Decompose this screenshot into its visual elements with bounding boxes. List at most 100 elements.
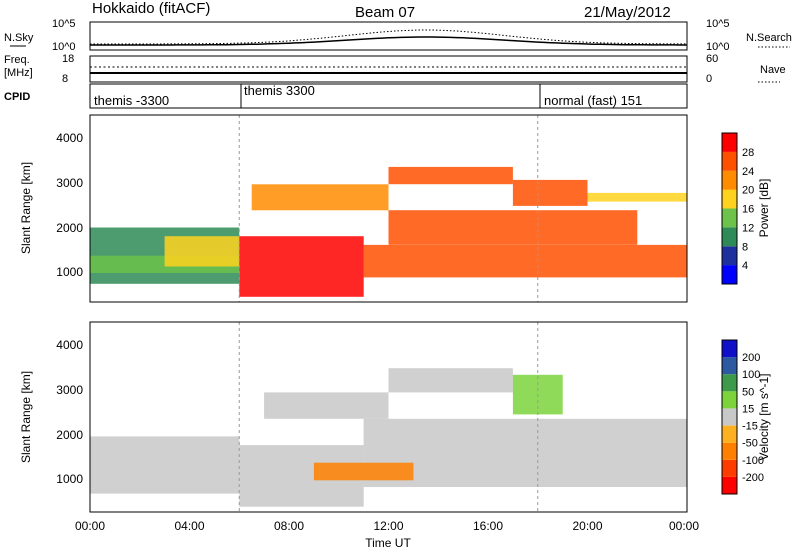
velocity-region-2 bbox=[363, 418, 687, 487]
velocity-y-tick-1000: 1000 bbox=[56, 472, 83, 486]
power-region-9 bbox=[587, 192, 687, 202]
velocity-colorbar-swatch-5 bbox=[722, 391, 737, 409]
velocity-colorbar-tick-1: 100 bbox=[742, 369, 760, 381]
x-tick-2000: 20:00 bbox=[572, 519, 602, 533]
nsky-tick-top: 10^5 bbox=[52, 18, 76, 30]
power-colorbar-swatch-2 bbox=[722, 227, 737, 247]
nsky-series-line bbox=[90, 36, 687, 46]
velocity-region-3 bbox=[264, 392, 389, 419]
freq-strip-frame bbox=[89, 55, 688, 83]
x-tick-0000: 00:00 bbox=[75, 519, 105, 533]
nsky-series-layer bbox=[90, 29, 687, 46]
velocity-colorbar-label: Velocity [m s^-1] bbox=[757, 374, 771, 461]
power-panel-frame bbox=[89, 114, 688, 303]
power-colorbar-swatch-3 bbox=[722, 208, 737, 228]
velocity-colorbar-swatch-7 bbox=[722, 357, 737, 375]
velocity-y-axis-label: Slant Range [km] bbox=[19, 371, 33, 463]
velocity-colorbar-tick-7: -200 bbox=[742, 472, 764, 484]
power-y-axis: 1000 2000 3000 4000 bbox=[56, 131, 83, 279]
power-colorbar-swatch-4 bbox=[722, 189, 737, 209]
x-tick-0400: 04:00 bbox=[174, 519, 204, 533]
power-colorbar-tick-6: 4 bbox=[742, 260, 748, 272]
velocity-colorbar-frame bbox=[721, 339, 738, 495]
power-region-3 bbox=[239, 236, 364, 297]
velocity-colorbar-swatch-6 bbox=[722, 374, 737, 392]
power-region-5 bbox=[388, 210, 638, 245]
velocity-colorbar-tick-4: -15 bbox=[742, 421, 758, 433]
power-colorbar-tick-5: 8 bbox=[742, 241, 748, 253]
power-y-tick-2000: 2000 bbox=[56, 221, 83, 235]
freq-label: Freq. bbox=[4, 54, 30, 66]
nsearch-tick-top: 10^5 bbox=[706, 18, 730, 30]
cpid-segment-2: themis 3300 bbox=[244, 83, 315, 98]
freq-tick-bottom: 8 bbox=[62, 73, 68, 85]
velocity-colorbar-tick-0: 200 bbox=[742, 352, 760, 364]
power-colorbar-tick-2: 20 bbox=[742, 185, 754, 197]
power-colorbar-tick-0: 28 bbox=[742, 147, 754, 159]
nsky-tick-bottom: 10^0 bbox=[52, 41, 76, 53]
cpid-label: CPID bbox=[4, 91, 30, 103]
x-tick-1200: 12:00 bbox=[373, 519, 403, 533]
velocity-y-tick-4000: 4000 bbox=[56, 338, 83, 352]
velocity-colorbar: 200 100 50 15 -15 -50 -100 -200 bbox=[721, 339, 764, 495]
velocity-colorbar-swatch-3 bbox=[722, 425, 737, 443]
nave-tick-bottom: 0 bbox=[706, 73, 712, 85]
velocity-colorbar-tick-5: -50 bbox=[742, 438, 758, 450]
nsky-label: N.Sky bbox=[4, 32, 34, 44]
velocity-colorbar-swatch-1 bbox=[722, 459, 737, 477]
velocity-colorbar-swatch-2 bbox=[722, 442, 737, 460]
station-title: Hokkaido (fitACF) bbox=[92, 0, 210, 17]
nsearch-tick-bottom: 10^0 bbox=[706, 41, 730, 53]
velocity-y-tick-2000: 2000 bbox=[56, 428, 83, 442]
power-colorbar-swatch-7 bbox=[722, 133, 737, 152]
power-region-7 bbox=[388, 166, 513, 185]
cpid-strip-frame bbox=[89, 83, 688, 109]
velocity-colorbar-tick-2: 50 bbox=[742, 386, 754, 398]
freq-tick-top: 18 bbox=[62, 53, 74, 65]
velocity-colorbar-tick-3: 15 bbox=[742, 403, 754, 415]
power-colorbar-tick-4: 12 bbox=[742, 222, 754, 234]
nsearch-series-line bbox=[90, 29, 687, 45]
velocity-panel-frame bbox=[89, 321, 688, 513]
power-colorbar-frame bbox=[721, 132, 738, 285]
power-colorbar-swatch-5 bbox=[722, 170, 737, 190]
cpid-segment-3: normal (fast) 151 bbox=[544, 93, 642, 108]
x-tick-0800: 08:00 bbox=[274, 519, 304, 533]
velocity-region-0 bbox=[90, 436, 240, 494]
velocity-colorbar-swatch-4 bbox=[722, 408, 737, 426]
nave-label: Nave bbox=[760, 64, 786, 76]
velocity-colorbar-swatch-0 bbox=[722, 476, 737, 494]
power-colorbar-tick-1: 24 bbox=[742, 166, 754, 178]
velocity-region-4 bbox=[388, 368, 513, 393]
power-colorbar-swatch-6 bbox=[722, 151, 737, 171]
velocity-colorbar-swatch-8 bbox=[722, 340, 737, 358]
power-region-6 bbox=[251, 184, 389, 211]
power-colorbar-tick-3: 16 bbox=[742, 204, 754, 216]
cpid-segment-1: themis -3300 bbox=[94, 93, 169, 108]
power-colorbar: 28 24 20 16 12 8 4 bbox=[721, 132, 754, 285]
power-region-8 bbox=[512, 179, 588, 206]
power-heatmap bbox=[90, 115, 687, 302]
velocity-heatmap bbox=[90, 322, 687, 512]
x-tick-2400: 00:00 bbox=[669, 519, 699, 533]
power-colorbar-swatch-0 bbox=[722, 265, 737, 284]
power-region-2 bbox=[164, 236, 240, 267]
nave-tick-top: 60 bbox=[706, 53, 718, 65]
power-y-tick-1000: 1000 bbox=[56, 265, 83, 279]
power-y-tick-3000: 3000 bbox=[56, 176, 83, 190]
velocity-colorbar-tick-6: -100 bbox=[742, 455, 764, 467]
power-colorbar-swatch-1 bbox=[722, 246, 737, 266]
velocity-region-6 bbox=[313, 462, 414, 481]
power-y-axis-label: Slant Range [km] bbox=[19, 162, 33, 254]
x-axis-label: Time UT bbox=[365, 536, 411, 550]
beam-title: Beam 07 bbox=[355, 4, 415, 21]
date-title: 21/May/2012 bbox=[584, 4, 671, 21]
time-x-axis: 00:00 04:00 08:00 12:00 16:00 20:00 00:0… bbox=[75, 519, 699, 550]
velocity-y-tick-3000: 3000 bbox=[56, 383, 83, 397]
power-y-tick-4000: 4000 bbox=[56, 131, 83, 145]
freq-unit-label: [MHz] bbox=[4, 67, 33, 79]
velocity-y-axis: 1000 2000 3000 4000 bbox=[56, 338, 83, 486]
power-region-4 bbox=[363, 244, 687, 278]
power-colorbar-label: Power [dB] bbox=[757, 179, 771, 238]
